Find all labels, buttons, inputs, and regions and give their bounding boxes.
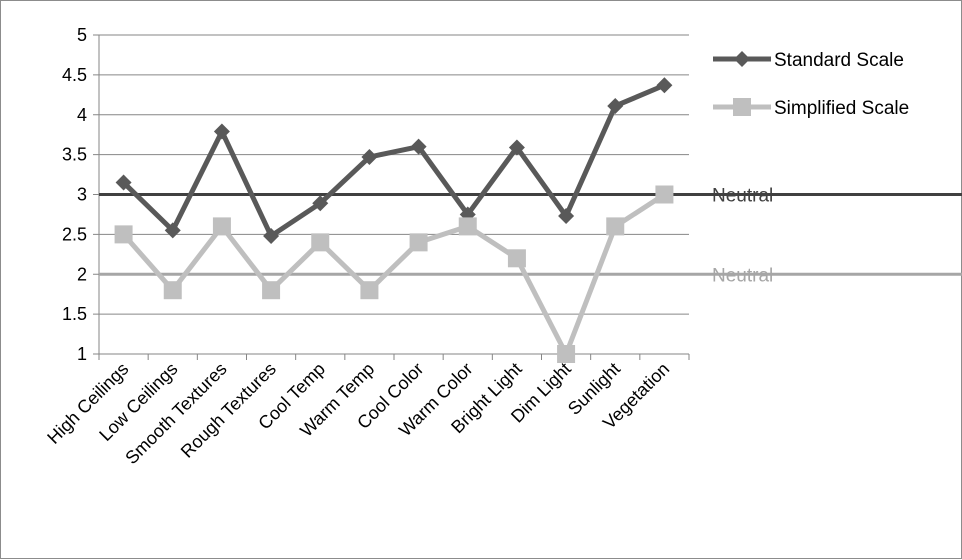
legend-marker-square (733, 98, 751, 116)
data-point-diamond (115, 174, 132, 191)
data-point-square (311, 233, 330, 252)
data-point-square (262, 281, 281, 300)
data-point-square (557, 345, 576, 363)
data-point-square (507, 249, 526, 268)
y-tick-label: 5 (77, 25, 87, 45)
series-2 (114, 185, 674, 363)
series-lines (114, 77, 674, 363)
data-point-diamond (312, 195, 329, 212)
legend-entry: Simplified Scale (713, 98, 909, 119)
reference-lines: Neutral Neutral (99, 186, 962, 286)
data-point-diamond (263, 227, 280, 244)
y-tick-label: 1 (77, 344, 87, 364)
y-tick-label: 4 (77, 105, 87, 125)
data-point-diamond (361, 149, 378, 166)
data-point-diamond (558, 208, 575, 225)
data-point-square (458, 217, 477, 236)
data-point-square (409, 233, 428, 252)
data-point-square (360, 281, 379, 300)
reference-line-label: Neutral (712, 186, 773, 207)
data-point-diamond (508, 139, 525, 156)
data-point-square (655, 185, 674, 204)
data-point-diamond (164, 222, 181, 239)
y-tick-label: 3 (77, 185, 87, 205)
y-tick-label: 1.5 (62, 304, 87, 324)
series-line (121, 192, 666, 357)
data-point-square (114, 225, 133, 244)
data-point-diamond (410, 138, 427, 155)
legend-entry: Standard Scale (713, 50, 904, 71)
legend-label: Simplified Scale (774, 98, 909, 119)
y-tick-label: 3.5 (62, 145, 87, 165)
reference-line-label: Neutral (712, 265, 773, 286)
legend: Standard Scale Simplified Scale (713, 50, 909, 119)
data-point-diamond (656, 77, 673, 94)
axes (93, 34, 690, 360)
data-point-square (606, 217, 625, 236)
y-tick-label: 2 (77, 264, 87, 284)
data-point-diamond (213, 123, 230, 140)
y-tick-label: 4.5 (62, 65, 87, 85)
legend-marker-diamond (734, 51, 750, 67)
series-line (121, 82, 666, 239)
y-tick-label: 2.5 (62, 224, 87, 244)
legend-label: Standard Scale (774, 50, 904, 71)
data-point-diamond (607, 97, 624, 114)
data-point-square (212, 217, 231, 236)
series-1 (115, 77, 673, 244)
data-point-square (163, 281, 182, 300)
